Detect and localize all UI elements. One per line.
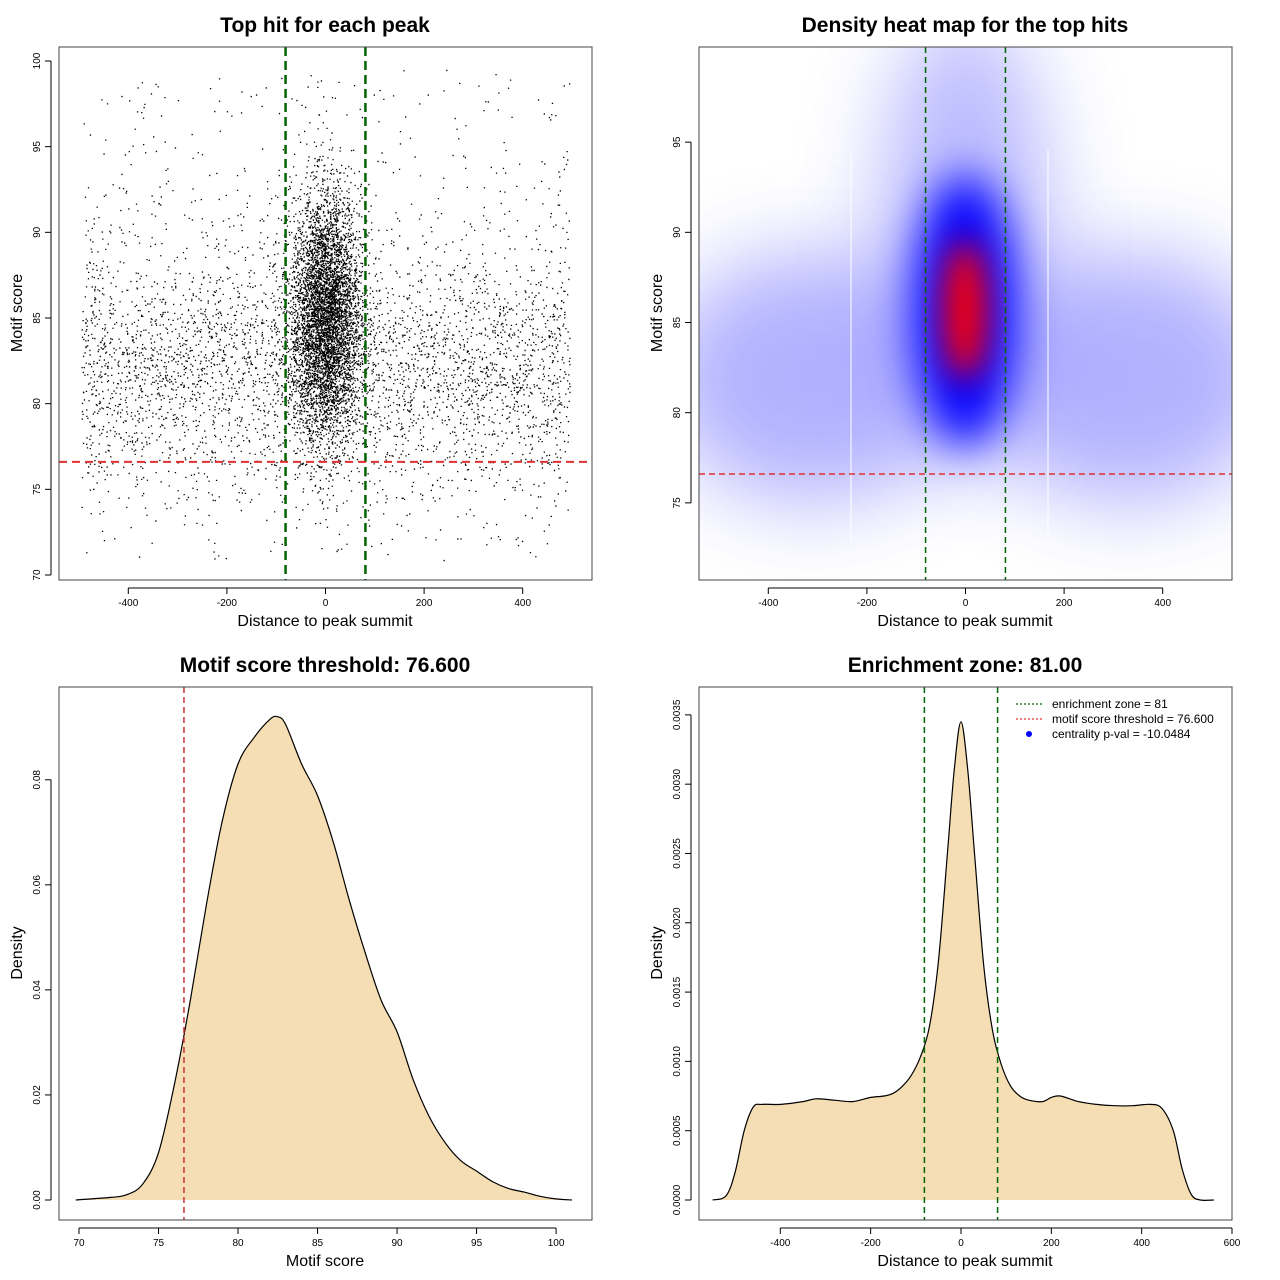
distance-density-y-tick-label: 0.0035 <box>672 699 683 730</box>
score-density-x-tick-label: 75 <box>153 1238 165 1249</box>
scatter-y-tick-label: 85 <box>32 312 43 324</box>
distance-density-density-fill <box>712 721 1214 1201</box>
scatter-points <box>81 69 571 562</box>
distance-density-x-tick-label: -200 <box>861 1238 881 1249</box>
scatter-x-tick-label: 400 <box>514 598 531 609</box>
score-density-density-curve <box>75 715 573 1201</box>
score-density-y-tick-label: 0.08 <box>32 770 43 790</box>
scatter-x-axis-label: Distance to peak summit <box>237 613 413 630</box>
distance-density-y-tick-label: 0.0015 <box>672 976 683 1007</box>
score-density-y-tick-label: 0.06 <box>32 875 43 895</box>
scatter-y-axis-label: Motif score <box>9 274 26 352</box>
score-density-y-tick-label: 0.02 <box>32 1085 43 1105</box>
legend-entry-label: enrichment zone = 81 <box>1052 697 1168 711</box>
scatter-title: Top hit for each peak <box>220 14 430 37</box>
score-density-y-tick-label: 0.00 <box>32 1190 43 1210</box>
scatter-x-tick-label: 0 <box>323 598 329 609</box>
heatmap-title: Density heat map for the top hits <box>802 14 1129 37</box>
scatter-y-tick-label: 95 <box>32 141 43 153</box>
heatmap-axes: -400 -200 0 200 400 75 80 85 90 95 <box>672 136 1171 609</box>
score-density-title: Motif score threshold: 76.600 <box>180 654 471 677</box>
scatter-y-tick-label: 80 <box>32 398 43 410</box>
distance-density-x-tick-label: 600 <box>1224 1238 1241 1249</box>
distance-density-x-axis-label: Distance to peak summit <box>877 1253 1053 1270</box>
heatmap-density <box>699 47 1232 540</box>
scatter-panel: Top hit for each peak Distance to peak s… <box>9 14 593 630</box>
heatmap-x-tick-label: -200 <box>857 598 877 609</box>
legend-point-marker <box>1026 731 1032 737</box>
distance-density-x-tick-label: 200 <box>1043 1238 1060 1249</box>
distance-density-y-axis-label: Density <box>649 926 666 979</box>
scatter-y-tick-label: 70 <box>32 569 43 581</box>
heatmap-x-tick-label: 200 <box>1056 598 1073 609</box>
heatmap-panel: Density heat map for the top hits Distan… <box>649 14 1233 630</box>
distance-density-y-tick-label: 0.0010 <box>672 1046 683 1077</box>
scatter-point-cloud <box>81 69 571 562</box>
scatter-y-tick-label: 90 <box>32 226 43 238</box>
score-density-frame <box>58 686 593 1221</box>
score-density-x-tick-label: 100 <box>548 1238 565 1249</box>
distance-density-panel: Enrichment zone: 81.00 Distance to peak … <box>649 654 1241 1270</box>
heatmap-x-tick-label: 0 <box>963 598 969 609</box>
scatter-y-tick-label: 100 <box>32 52 43 69</box>
heatmap-y-tick-label: 85 <box>672 317 683 329</box>
distance-density-plot <box>712 687 1214 1220</box>
heatmap-plot-frame <box>698 46 1233 581</box>
distance-density-y-tick-label: 0.0030 <box>672 768 683 799</box>
heatmap-x-tick-label: 400 <box>1154 598 1171 609</box>
score-density-x-tick-label: 70 <box>73 1238 85 1249</box>
score-density-y-axis-label: Density <box>9 926 26 979</box>
legend-entry-label: motif score threshold = 76.600 <box>1052 712 1214 726</box>
score-density-x-axis-label: Motif score <box>286 1253 364 1270</box>
score-density-axes: 70 75 80 85 90 95 100 0.00 0.02 0.04 0.06 0.08 <box>32 770 565 1249</box>
scatter-x-tick-label: 200 <box>416 598 433 609</box>
scatter-axes: -400 -200 0 200 400 70 75 80 85 90 95 100 <box>32 52 531 609</box>
heatmap-x-tick-label: -400 <box>758 598 778 609</box>
distance-density-y-tick-label: 0.0020 <box>672 907 683 938</box>
scatter-x-tick-label: -400 <box>118 598 138 609</box>
heatmap-x-axis-label: Distance to peak summit <box>877 613 1053 630</box>
scatter-y-tick-label: 75 <box>32 483 43 495</box>
distance-density-frame <box>698 686 1233 1221</box>
score-density-x-tick-label: 90 <box>392 1238 404 1249</box>
distance-density-axes: -400 -200 0 200 400 600 0.0000 0.0005 0.0010 0.00… <box>672 699 1241 1249</box>
heatmap-y-tick-label: 95 <box>672 136 683 148</box>
distance-density-x-tick-label: 400 <box>1133 1238 1150 1249</box>
score-density-x-tick-label: 80 <box>232 1238 244 1249</box>
heatmap-y-tick-label: 80 <box>672 407 683 419</box>
score-density-plot <box>75 687 573 1220</box>
heatmap-reference-lines <box>699 47 1232 580</box>
score-density-density-fill <box>75 716 573 1200</box>
distance-density-y-tick-label: 0.0025 <box>672 838 683 869</box>
distance-density-y-tick-label: 0.0005 <box>672 1115 683 1146</box>
legend-entry-label: centrality p-val = -10.0484 <box>1052 727 1191 741</box>
heatmap-y-axis-label: Motif score <box>649 274 666 352</box>
score-density-y-tick-label: 0.04 <box>32 980 43 1000</box>
heatmap-y-tick-label: 75 <box>672 497 683 509</box>
heatmap-y-tick-label: 90 <box>672 226 683 238</box>
score-density-x-tick-label: 95 <box>471 1238 483 1249</box>
distance-density-density-curve <box>712 721 1214 1201</box>
scatter-plot-frame <box>58 46 593 581</box>
score-density-panel: Motif score threshold: 76.600 Motif scor… <box>9 654 593 1270</box>
heatmap-center-peak <box>943 240 987 380</box>
distance-density-y-tick-label: 0.0000 <box>672 1184 683 1215</box>
distance-density-title: Enrichment zone: 81.00 <box>848 654 1083 677</box>
scatter-reference-lines <box>59 47 592 580</box>
score-density-x-tick-label: 85 <box>312 1238 324 1249</box>
distance-density-x-tick-label: -400 <box>770 1238 790 1249</box>
distance-density-x-tick-label: 0 <box>958 1238 964 1249</box>
scatter-x-tick-label: -200 <box>217 598 237 609</box>
